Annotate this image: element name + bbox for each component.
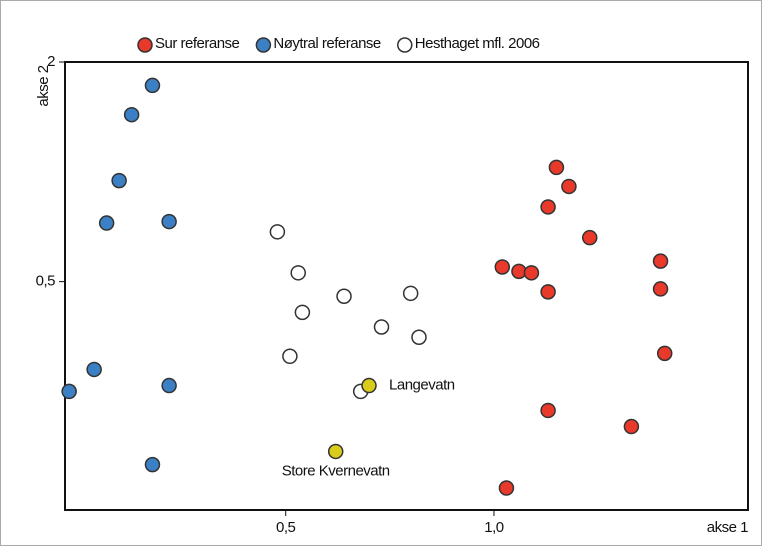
point (86, 361, 102, 378)
point (548, 159, 565, 176)
annotated-point (327, 443, 344, 460)
y-tick-label: 2 (47, 53, 55, 70)
point (623, 418, 640, 435)
plot-frame (64, 61, 749, 511)
x-tick-label: 0,5 (276, 519, 296, 536)
point (494, 259, 511, 275)
point (111, 172, 127, 189)
point (98, 215, 115, 231)
point (123, 106, 140, 123)
legend-label: Nøytral referanse (273, 35, 381, 52)
point (540, 199, 556, 215)
point (282, 348, 298, 365)
point (498, 480, 515, 496)
point (144, 456, 161, 473)
point (540, 284, 556, 300)
point (540, 402, 556, 419)
point (61, 383, 77, 400)
x-tick-label: 1,0 (484, 519, 504, 536)
annotation: Store Kvernevatn (282, 462, 390, 479)
point (656, 345, 673, 362)
y-axis-label: akse 2 (35, 65, 52, 106)
point (373, 319, 390, 335)
point (652, 281, 669, 297)
point (652, 253, 669, 269)
point (561, 178, 577, 195)
legend-marker (137, 37, 153, 53)
legend-label: Sur referanse (155, 35, 240, 52)
legend-marker (255, 37, 272, 53)
point (269, 224, 286, 240)
point (336, 288, 352, 304)
point (290, 265, 306, 281)
point (581, 229, 598, 246)
point (161, 213, 177, 230)
point (411, 329, 427, 345)
point (402, 285, 419, 302)
point (161, 377, 177, 394)
point (523, 265, 540, 281)
annotation: Langevatn (389, 377, 455, 394)
point (144, 77, 161, 94)
point (294, 304, 311, 321)
y-tick-label: 0,5 (36, 273, 56, 290)
legend-label: Hesthaget mfl. 2006 (415, 35, 540, 52)
x-axis-label: akse 1 (707, 519, 748, 536)
annotated-point (361, 377, 377, 394)
legend-marker (397, 37, 413, 53)
